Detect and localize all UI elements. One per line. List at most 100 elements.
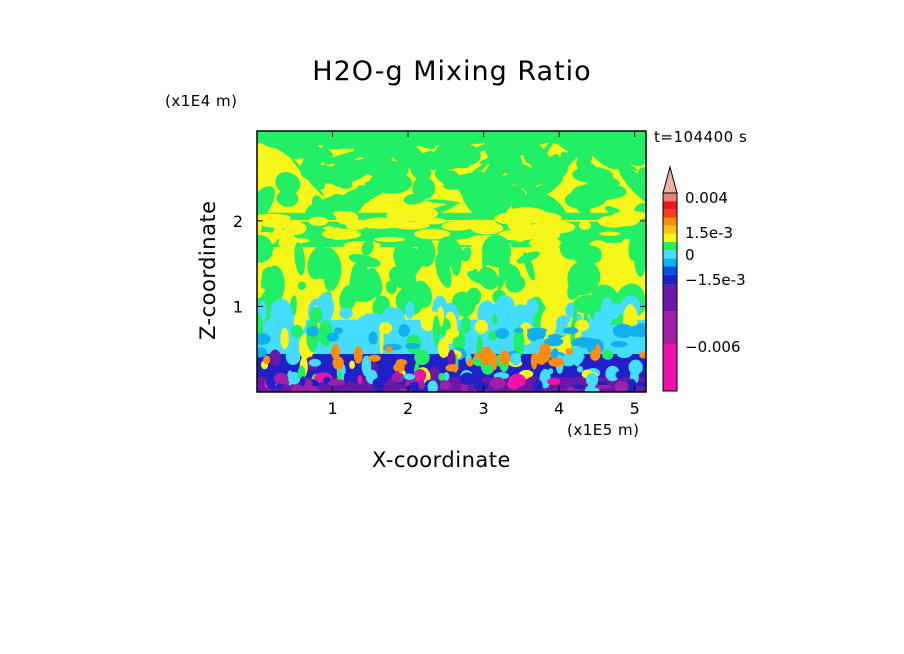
yellow-blob — [415, 217, 447, 225]
colorbar-label: −0.006 — [685, 338, 741, 356]
yellow-blob — [283, 221, 307, 235]
bottom-blob — [357, 374, 363, 384]
orange-spot — [479, 346, 493, 366]
green-streak — [639, 185, 646, 192]
yellow-blob — [361, 217, 403, 229]
bottom-blob — [306, 385, 320, 392]
colorbar-segment — [663, 209, 677, 218]
y-axis: 12 — [233, 212, 646, 316]
plot-frame — [256, 130, 647, 393]
y-axis-label: Z-coordinate — [196, 200, 220, 340]
lightblue-patch — [543, 337, 564, 347]
green-patch — [261, 266, 275, 282]
x-axis: 1 2 3 4 5 — [327, 131, 640, 418]
colorbar-label: −1.5e-3 — [685, 271, 746, 289]
green-streak — [578, 131, 599, 142]
yellow-finger — [460, 316, 471, 334]
green-streak — [279, 131, 334, 140]
yellow-blob — [386, 209, 418, 222]
yellow-finger — [474, 319, 488, 334]
cyan-plume — [526, 298, 539, 316]
turbulent-blob — [269, 349, 281, 367]
bottom-blob — [533, 379, 543, 392]
yellow-blob — [529, 237, 562, 250]
cyan-plume — [339, 307, 353, 319]
turbulent-blob — [576, 365, 584, 373]
colorbar-segment — [663, 258, 677, 267]
cyan-plume — [405, 301, 415, 319]
green-patch — [385, 280, 397, 295]
yellow-blob — [257, 218, 269, 225]
green-streak — [394, 131, 433, 141]
green-patch — [361, 240, 374, 256]
x-tick-label: 5 — [630, 399, 640, 418]
green-streak — [355, 185, 371, 204]
colorbar-frame — [662, 192, 678, 392]
orange-spot — [385, 345, 393, 354]
yellow-finger — [379, 324, 384, 355]
green-patch — [567, 272, 587, 300]
turbulent-blob — [548, 368, 554, 375]
green-patch — [395, 246, 424, 275]
bottom-blob — [267, 384, 277, 390]
turbulent-blob — [605, 365, 620, 382]
x-axis-label: X-coordinate — [372, 448, 511, 472]
colorbar-segment — [663, 241, 677, 251]
yellow-finger — [445, 328, 460, 339]
green-streak — [290, 157, 325, 197]
chart-title: H2O-g Mixing Ratio — [312, 56, 592, 87]
orange-spot — [565, 347, 573, 355]
yellow-blob — [494, 212, 536, 225]
green-patch — [366, 267, 383, 298]
green-streak — [518, 171, 538, 198]
green-streak — [490, 178, 514, 211]
green-patch — [261, 281, 284, 290]
green-band-1 — [257, 217, 646, 220]
bottom-blob — [626, 378, 637, 392]
orange-spot — [491, 352, 498, 371]
bottom-blob — [273, 372, 289, 384]
green-streak — [317, 164, 353, 189]
green-streak — [311, 195, 323, 209]
lightblue-patch — [257, 333, 271, 345]
cyan-plume — [611, 302, 621, 319]
cyan-plume — [593, 310, 613, 325]
orange-spot — [530, 352, 538, 370]
yellow-blob — [273, 226, 284, 240]
green-streak — [570, 185, 596, 210]
green-patch — [297, 281, 307, 290]
bottom-blob — [615, 371, 623, 379]
green-streak — [328, 151, 361, 174]
bottom-blob — [300, 376, 306, 387]
yellow-finger — [291, 324, 303, 338]
lightblue-patch — [334, 327, 344, 334]
lightblue-patch — [398, 324, 410, 337]
green-patch — [294, 242, 306, 276]
yellow-blob — [528, 212, 562, 225]
x-tick-label: 4 — [554, 399, 564, 418]
green-streak — [550, 158, 568, 179]
colorbar-label: 0 — [685, 246, 695, 264]
green-streak — [426, 199, 461, 205]
green-streak — [382, 174, 400, 193]
yellow-blob — [308, 216, 329, 226]
yellow-finger — [492, 313, 498, 325]
green-streak — [637, 167, 646, 180]
green-patch — [466, 287, 482, 306]
green-patch — [461, 247, 472, 262]
orange-spot — [473, 352, 480, 359]
bottom-blob — [473, 381, 489, 392]
colorbar-segment — [663, 225, 677, 234]
bottom-blob — [489, 377, 506, 389]
turbulent-blob — [628, 359, 643, 375]
lightblue-patch — [306, 326, 319, 337]
colorbar: 0.004 1.5e-3 0 −1.5e-3 −0.006 — [662, 165, 746, 392]
green-streak — [331, 193, 345, 205]
yellow-finger — [432, 315, 441, 346]
yellow-blob — [335, 210, 359, 225]
orange-spot — [548, 357, 565, 367]
green-streak — [528, 152, 548, 172]
bottom-blob — [572, 384, 586, 390]
yellow-finger — [280, 327, 289, 350]
green-streak — [455, 162, 489, 190]
